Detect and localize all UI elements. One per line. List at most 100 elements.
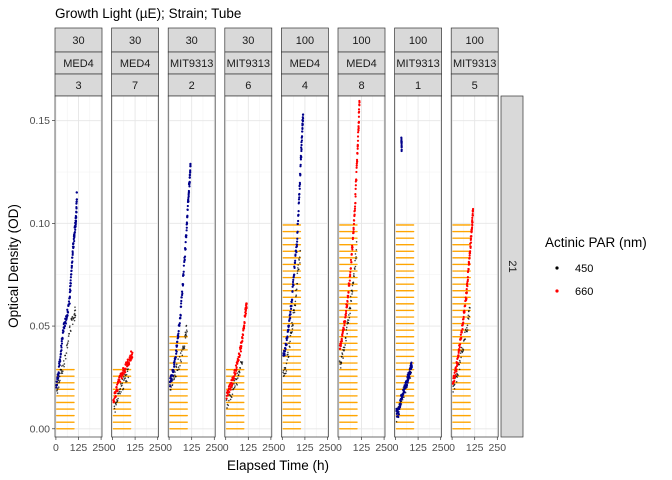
raw-point xyxy=(296,270,299,272)
data-point xyxy=(293,266,296,269)
raw-point xyxy=(241,363,243,365)
data-point xyxy=(297,210,300,213)
data-point xyxy=(291,290,294,293)
data-point xyxy=(339,344,342,348)
data-point xyxy=(294,259,297,262)
raw-point xyxy=(73,312,76,315)
data-point xyxy=(177,330,180,333)
light-point xyxy=(412,368,415,371)
light-point xyxy=(412,316,415,318)
data-point xyxy=(283,350,287,353)
raw-point xyxy=(185,332,187,334)
data-point xyxy=(296,230,299,233)
data-point xyxy=(300,155,303,159)
data-point xyxy=(299,173,302,176)
raw-point xyxy=(174,374,176,376)
data-point xyxy=(67,300,71,303)
data-point xyxy=(401,396,404,399)
strip-label: 7 xyxy=(132,80,138,92)
raw-point xyxy=(351,293,353,295)
light-point xyxy=(412,322,415,325)
raw-point xyxy=(61,365,63,367)
data-point xyxy=(131,351,134,354)
light-point xyxy=(243,395,245,397)
data-point xyxy=(178,322,181,325)
data-point xyxy=(63,324,67,328)
data-point xyxy=(357,129,360,132)
light-point xyxy=(186,428,188,430)
y-tick-label: 0.05 xyxy=(30,321,51,333)
light-point xyxy=(186,401,188,404)
light-point xyxy=(299,296,302,299)
light-point xyxy=(356,336,358,338)
raw-point xyxy=(353,275,355,278)
raw-point xyxy=(296,282,299,285)
light-point xyxy=(299,276,302,279)
data-point xyxy=(180,296,183,299)
data-point xyxy=(228,390,231,394)
raw-point xyxy=(233,386,236,389)
raw-point xyxy=(291,330,293,333)
raw-point xyxy=(62,370,64,372)
data-point xyxy=(352,222,356,226)
light-point xyxy=(412,388,415,391)
light-point xyxy=(412,230,415,233)
data-point xyxy=(243,321,246,325)
data-point xyxy=(299,163,302,166)
raw-point xyxy=(65,352,68,354)
data-point xyxy=(356,131,360,134)
light-point xyxy=(412,309,415,312)
raw-point xyxy=(295,294,298,297)
data-point xyxy=(74,219,78,222)
light-point xyxy=(299,368,302,371)
raw-point xyxy=(113,405,116,408)
data-point xyxy=(72,242,75,245)
x-tick-label: 0 xyxy=(279,442,285,454)
data-point xyxy=(397,415,400,419)
light-point xyxy=(243,414,245,417)
light-point xyxy=(412,276,415,279)
data-point xyxy=(291,280,295,284)
data-point xyxy=(298,192,301,196)
raw-point xyxy=(119,392,121,395)
raw-point xyxy=(286,359,288,361)
strip-box xyxy=(111,27,159,53)
raw-point xyxy=(126,370,129,373)
raw-point xyxy=(177,366,180,368)
light-point xyxy=(299,382,302,384)
x-tick-label: 250 xyxy=(92,442,110,454)
raw-point xyxy=(180,350,183,352)
data-point xyxy=(73,233,76,237)
raw-point xyxy=(121,384,123,387)
data-point xyxy=(56,377,60,380)
raw-point xyxy=(59,379,61,382)
data-point xyxy=(353,219,356,222)
light-point xyxy=(299,329,302,331)
light-point xyxy=(356,401,358,404)
light-point xyxy=(243,388,245,391)
data-point xyxy=(349,258,353,262)
strip-label: 3 xyxy=(75,80,81,92)
light-point xyxy=(299,263,302,266)
light-point xyxy=(73,375,75,377)
data-point xyxy=(180,305,183,308)
light-point xyxy=(186,408,188,410)
data-point xyxy=(181,292,184,295)
data-point xyxy=(351,248,354,251)
data-point xyxy=(301,130,304,133)
raw-point xyxy=(228,399,230,402)
data-point xyxy=(240,346,243,350)
data-point xyxy=(188,185,191,188)
light-point xyxy=(186,395,188,397)
data-point xyxy=(173,359,176,363)
data-point xyxy=(297,201,301,204)
data-point xyxy=(284,347,287,351)
raw-point xyxy=(175,366,178,369)
light-point xyxy=(412,329,415,331)
data-point xyxy=(289,313,292,316)
data-point xyxy=(170,377,173,381)
data-point xyxy=(75,198,78,201)
data-point xyxy=(185,234,188,237)
